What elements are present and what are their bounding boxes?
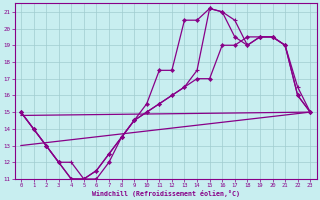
X-axis label: Windchill (Refroidissement éolien,°C): Windchill (Refroidissement éolien,°C)	[92, 190, 240, 197]
